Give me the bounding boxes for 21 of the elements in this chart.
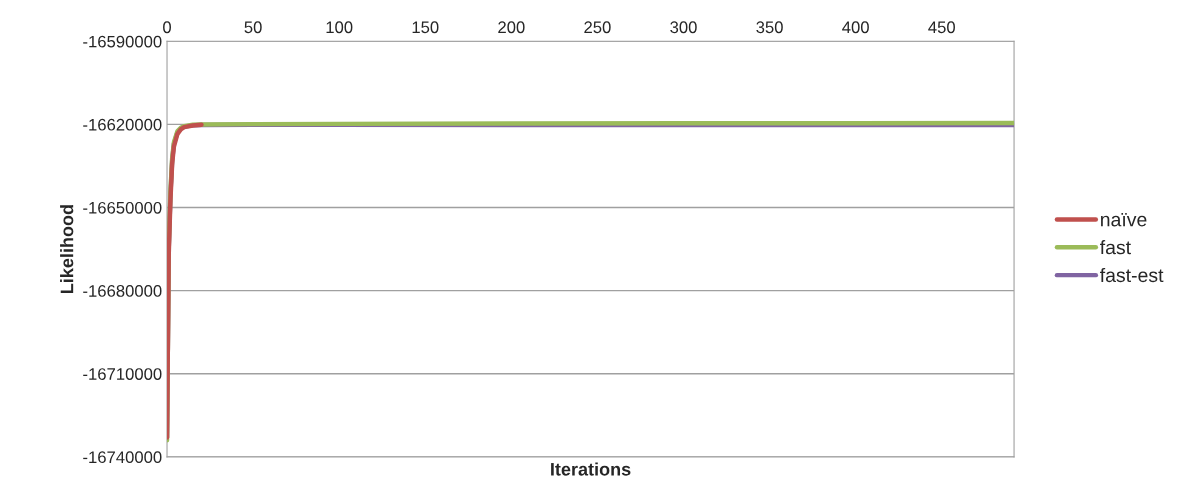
- y-tick-label: -16620000: [83, 118, 162, 131]
- y-tick-label: -16650000: [83, 201, 162, 214]
- x-tick-label: 400: [842, 21, 869, 34]
- legend-label: fast-est: [1100, 267, 1164, 283]
- x-tick-label: 100: [326, 21, 353, 34]
- x-tick-label: 200: [498, 21, 525, 34]
- y-tick-label: -16710000: [83, 368, 162, 380]
- y-tick-label: -16740000: [83, 451, 162, 464]
- y-axis-title: Likelihood: [60, 205, 74, 293]
- x-tick-label: 300: [670, 21, 697, 34]
- x-tick-label: 250: [584, 21, 611, 34]
- x-tick-label: 450: [928, 21, 955, 34]
- legend-label: fast: [1100, 240, 1131, 255]
- y-tick-label: -16590000: [83, 35, 162, 48]
- legend-label: naïve: [1101, 212, 1147, 227]
- y-tick-label: -16680000: [83, 285, 162, 297]
- x-tick-label: 350: [756, 21, 783, 34]
- x-tick-label: 150: [412, 21, 439, 34]
- x-tick-label: 50: [244, 21, 262, 34]
- x-axis-title: Iterations: [551, 462, 631, 476]
- x-tick-label: 0: [163, 21, 171, 34]
